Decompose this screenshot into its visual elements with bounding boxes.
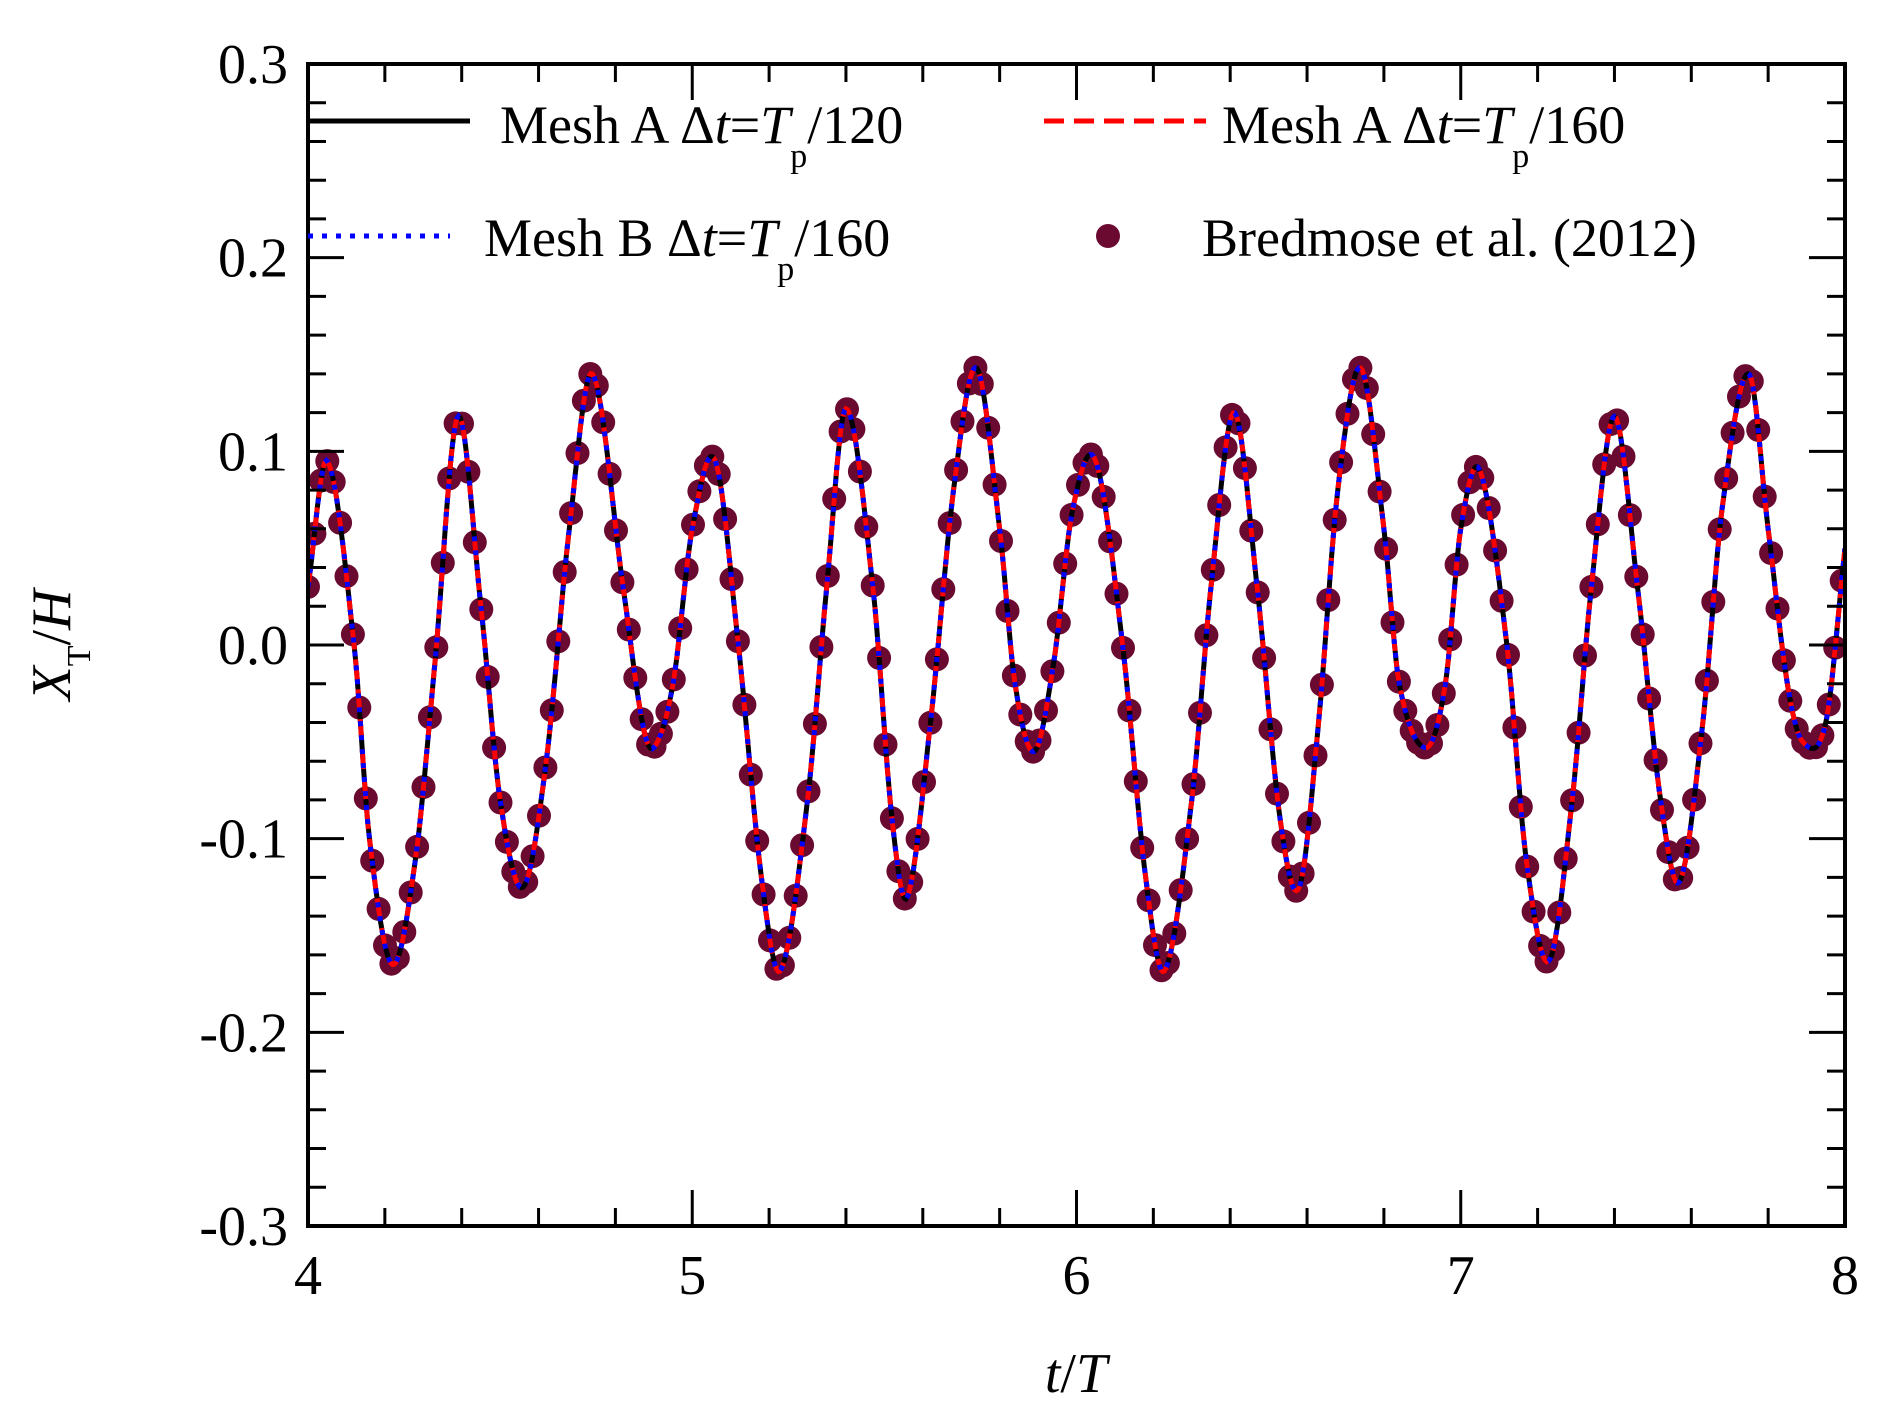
y-tick-label: -0.1 bbox=[199, 809, 288, 871]
x-axis-title: t/T bbox=[1045, 1343, 1111, 1405]
series-mesh-b-160-line bbox=[308, 364, 1845, 975]
x-tick-label: 8 bbox=[1831, 1245, 1859, 1307]
x-tick-label: 7 bbox=[1447, 1245, 1475, 1307]
y-tick-label: 0.2 bbox=[218, 228, 288, 290]
legend-label-mesh-b-160: Mesh B Δt=Tp/160 bbox=[484, 208, 890, 288]
plot-frame bbox=[306, 62, 1847, 1228]
legend-label-bredmose: Bredmose et al. (2012) bbox=[1202, 208, 1697, 268]
x-tick-label: 4 bbox=[294, 1245, 322, 1307]
y-tick-label: 0.0 bbox=[218, 615, 288, 677]
y-tick-label: 0.3 bbox=[218, 34, 288, 96]
y-tick-label: -0.2 bbox=[199, 1002, 288, 1064]
x-tick-label: 6 bbox=[1063, 1245, 1091, 1307]
y-axis-title: XT/H bbox=[21, 587, 98, 703]
y-tick-label: -0.3 bbox=[199, 1196, 288, 1258]
x-tick-labels: 4 5 6 7 8 bbox=[294, 1245, 1859, 1307]
plot-area bbox=[308, 355, 1845, 983]
legend: Mesh A Δt=Tp/120 Mesh A Δt=Tp/160 Mesh B… bbox=[308, 95, 1697, 288]
legend-label-mesh-a-160: Mesh A Δt=Tp/160 bbox=[1222, 95, 1625, 175]
legend-swatch-bredmose bbox=[1096, 224, 1120, 248]
legend-label-mesh-a-120: Mesh A Δt=Tp/120 bbox=[500, 95, 903, 175]
y-tick-labels: 0.3 0.2 0.1 0.0 -0.1 -0.2 -0.3 bbox=[199, 34, 288, 1258]
x-tick-label: 5 bbox=[678, 1245, 706, 1307]
y-tick-label: 0.1 bbox=[218, 421, 288, 483]
